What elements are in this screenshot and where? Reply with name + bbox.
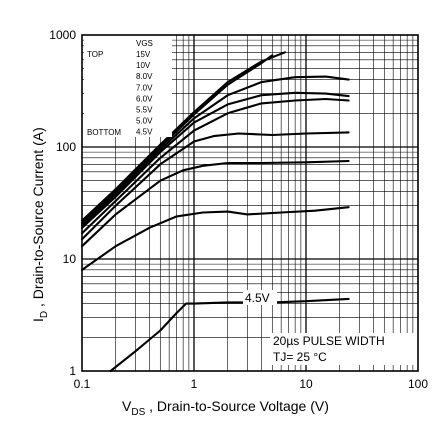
x-tick-label: 10 [299, 377, 313, 391]
series-line-8-0v [80, 75, 350, 227]
series-line-4-5v [80, 206, 350, 271]
legend-entries: 15V 10V 8.0V 7.0V 6.0V 5.5V 5.0V 4.5V [136, 50, 153, 137]
legend-entry: 15V [136, 50, 151, 59]
legend-top-label: TOP [87, 50, 103, 59]
series-line-7-0v [80, 91, 350, 229]
series-line-10v [80, 54, 274, 224]
series-line-4-5v-bottom [109, 297, 350, 373]
x-tick-label: 100 [408, 377, 428, 391]
conditions-box: 20µs PULSE WIDTH TJ= 25 °C [270, 333, 418, 365]
y-tick-label: 1 [69, 364, 76, 378]
y-tick-label: 1000 [49, 28, 76, 42]
legend-background [84, 35, 172, 137]
plot-frame [81, 34, 419, 372]
legend-entry: 6.0V [136, 94, 153, 103]
legend-entry: 4.5V [136, 128, 153, 137]
y-axis-label: ID , Drain-to-Source Current (A) [30, 127, 50, 322]
x-axis-label: VDS , Drain-to-Source Voltage (V) [122, 398, 329, 418]
series-line-6-0v [80, 97, 350, 235]
series-line-5-5v [80, 131, 350, 241]
legend-entry: 5.5V [136, 106, 153, 115]
series-line-15v [80, 51, 287, 222]
legend-bottom-label: BOTTOM [87, 128, 121, 137]
x-tick-label: 1 [191, 377, 198, 391]
annotation-4-5v: 4.5V [243, 290, 277, 305]
annotation-4-5v-bg [243, 290, 277, 305]
series-line-5-0v [80, 159, 350, 248]
legend: VGS TOP BOTTOM 15V 10V 8.0V 7.0V 6.0V 5.5V 5.0… [84, 35, 172, 137]
curve-label-4-5v: 4.5V [245, 291, 270, 305]
y-tick-label: 10 [63, 252, 77, 266]
legend-entry: 7.0V [136, 83, 153, 92]
grid [82, 35, 418, 371]
curves [80, 51, 350, 373]
x-tick-label: 0.1 [74, 377, 91, 391]
legend-entry: 8.0V [136, 72, 153, 81]
temperature-text: TJ= 25 °C [273, 350, 327, 364]
legend-header: VGS [136, 39, 153, 48]
pulse-width-text: 20µs PULSE WIDTH [273, 334, 385, 348]
legend-entry: 10V [136, 61, 151, 70]
conditions-bg [270, 333, 418, 365]
legend-entry: 5.0V [136, 117, 153, 126]
y-tick-label: 100 [56, 140, 76, 154]
